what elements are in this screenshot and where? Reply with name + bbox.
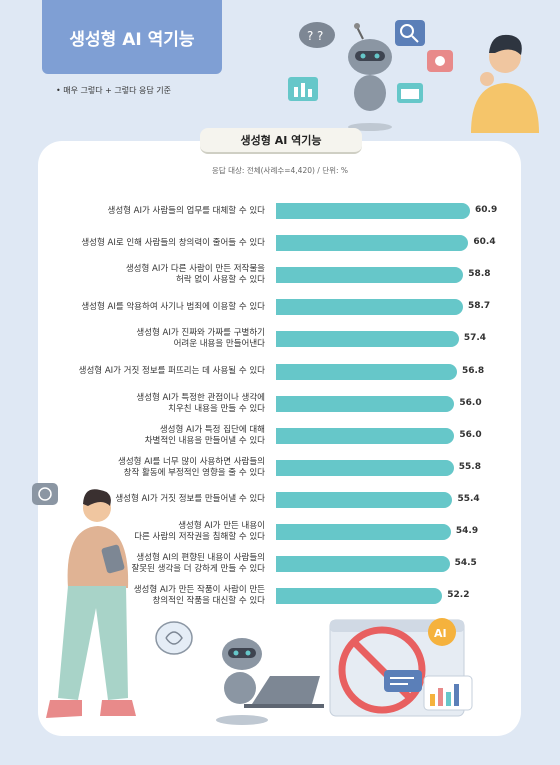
- value-label: 52.2: [447, 590, 470, 601]
- bar: [276, 556, 450, 573]
- category-label-line: 창작 활동에 부정적인 영향을 줄 수 있다: [123, 467, 265, 478]
- category-label-line: 어려운 내용을 만들어낸다: [173, 339, 265, 350]
- category-label-line: 생성형 AI가 거짓 정보를 만들어낼 수 있다: [115, 494, 265, 505]
- bar: [276, 299, 463, 316]
- bar: [276, 363, 457, 380]
- category-label: 생성형 AI의 편향된 내용이 사람들의 잘못된 생각을 더 강하게 만들 수 있…: [65, 553, 265, 575]
- bar: [276, 267, 464, 284]
- value-label: 60.9: [475, 205, 498, 215]
- bar: [276, 491, 453, 508]
- value-label: 54.5: [454, 558, 477, 569]
- chart-meta: 응답 대상: 전체(사례수=4,420) / 단위: %: [211, 166, 349, 175]
- laptop-robot-illustration: AI: [155, 618, 473, 725]
- no-sign-icon: [338, 626, 426, 714]
- bar: [276, 427, 455, 444]
- svg-text:?: ?: [317, 29, 323, 43]
- category-label: 생성형 AI가 만든 작품이 사람이 만든 창의적인 작품을 대신할 수 있다: [65, 585, 265, 607]
- value-label: 57.4: [463, 333, 487, 344]
- svg-text:?: ?: [307, 29, 313, 43]
- category-label: 생성형 AI가 만든 내용이 다른 사람의 저작권을 침해할 수 있다: [65, 521, 265, 543]
- ai-bulb-icon: [428, 618, 456, 646]
- category-label: 생성형 AI가 사람들의 업무를 대체할 수 있다: [65, 206, 265, 217]
- thought-cloud-icon: [299, 22, 335, 48]
- page-title: 생성형 AI 역기능: [42, 0, 222, 74]
- globe-chat-icon: [32, 483, 58, 505]
- response-note: • 매우 그렇다 + 그렇다 응답 기준: [56, 86, 171, 95]
- value-label: 60.4: [473, 237, 496, 248]
- category-label-line: 생성형 AI의 편향된 내용이 사람들의: [136, 553, 265, 564]
- bar: [276, 331, 459, 348]
- value-label: 56.8: [461, 365, 485, 376]
- value-label: 56.0: [459, 397, 482, 408]
- category-label-line: 생성형 AI가 진짜와 가짜를 구별하기: [136, 328, 265, 339]
- bar: [276, 459, 454, 476]
- category-label-line: 생성형 AI를 악용하여 사기나 범죄에 이용할 수 있다: [81, 301, 265, 312]
- value-label: 55.8: [458, 461, 481, 472]
- value-label: 55.4: [457, 493, 480, 504]
- category-label: 생성형 AI를 악용하여 사기나 범죄에 이용할 수 있다: [65, 302, 265, 313]
- chart-title-tab: 생성형 AI 역기능: [200, 128, 362, 154]
- bar: [276, 203, 470, 219]
- category-label-line: 생성형 AI를 너무 많이 사용하면 사람들의: [118, 456, 265, 467]
- category-label-line: 치우친 내용을 만들 수 있다: [168, 403, 265, 414]
- category-label: 생성형 AI가 특정한 관점이나 생각에 치우친 내용을 만들 수 있다: [65, 393, 265, 415]
- bar: [276, 235, 469, 252]
- category-label-line: 생성형 AI로 인해 사람들의 창의력이 줄어들 수 있다: [81, 237, 265, 248]
- category-label-line: 생성형 AI가 거짓 정보를 퍼뜨리는 데 사용될 수 있다: [78, 366, 265, 376]
- category-label-line: 창의적인 작품을 대신할 수 있다: [152, 596, 265, 607]
- category-label: 생성형 AI가 거짓 정보를 퍼뜨리는 데 사용될 수 있다: [65, 366, 265, 377]
- bar: [276, 524, 451, 540]
- person-illustration: [32, 483, 136, 718]
- category-label: 생성형 AI가 진짜와 가짜를 구별하기 어려운 내용을 만들어낸다: [65, 328, 265, 350]
- category-label-line: 생성형 AI가 다른 사람이 만든 저작물을: [125, 264, 265, 275]
- svg-text:AI: AI: [434, 627, 447, 640]
- search-icon: [395, 20, 425, 46]
- chat-bubble-icon: [384, 670, 422, 692]
- category-label: 생성형 AI가 다른 사람이 만든 저작물을 허락 없이 사용할 수 있다: [65, 264, 265, 286]
- category-label-line: 생성형 AI가 특정 집단에 대해: [159, 424, 265, 435]
- category-label-line: 생성형 AI가 사람들의 업무를 대체할 수 있다: [107, 205, 265, 216]
- value-label: 56.0: [459, 429, 482, 440]
- brain-icon: [155, 621, 193, 655]
- category-label: 생성형 AI로 인해 사람들의 창의력이 줄어들 수 있다: [65, 238, 265, 249]
- category-label-line: 차별적인 내용을 만들어낼 수 있다: [144, 435, 265, 446]
- category-label-line: 생성형 AI가 만든 작품이 사람이 만든: [133, 585, 265, 596]
- category-label-line: 허락 없이 사용할 수 있다: [175, 275, 265, 286]
- category-label-line: 잘못된 생각을 더 강하게 만들 수 있다: [131, 564, 265, 575]
- bar: [276, 588, 443, 605]
- category-label: 생성형 AI를 너무 많이 사용하면 사람들의 창작 활동에 부정적인 영향을 줄…: [65, 457, 265, 479]
- robot-illustration: ? ?: [288, 20, 539, 133]
- category-label-line: 생성형 AI가 만든 내용이: [178, 521, 265, 531]
- category-label-line: 다른 사람의 저작권을 침해할 수 있다: [134, 532, 265, 542]
- value-label: 58.8: [468, 269, 491, 280]
- value-label: 54.9: [455, 526, 479, 536]
- value-label: 58.7: [467, 301, 491, 312]
- category-label-line: 생성형 AI가 특정한 관점이나 생각에: [136, 392, 265, 403]
- bar: [276, 395, 455, 412]
- category-label: 생성형 AI가 거짓 정보를 만들어낼 수 있다: [65, 494, 265, 505]
- category-label: 생성형 AI가 특정 집단에 대해 차별적인 내용을 만들어낼 수 있다: [65, 425, 265, 447]
